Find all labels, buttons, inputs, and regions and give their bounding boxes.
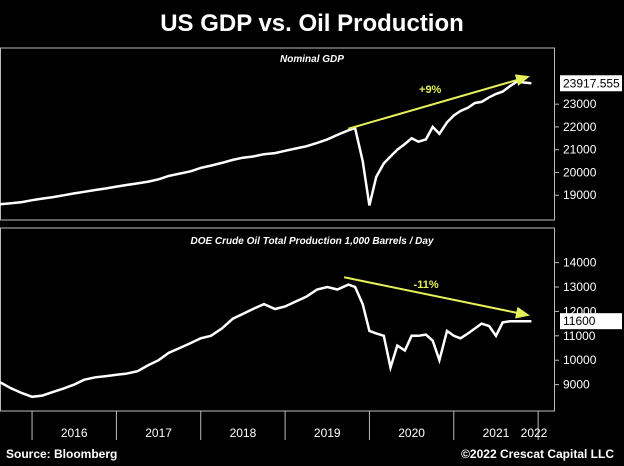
oil-change-annotation: -11% bbox=[414, 279, 439, 291]
copyright-note: ©2022 Crescat Capital LLC bbox=[461, 447, 614, 461]
oil-series-line bbox=[0, 283, 532, 399]
xtick-label: 2016 bbox=[61, 426, 88, 440]
oil-ytick-label: 9000 bbox=[563, 378, 590, 392]
oil-last-value-box: 11600 bbox=[560, 313, 622, 330]
oil-ytick-label: 14000 bbox=[563, 256, 597, 270]
xtick-label: 2021 bbox=[483, 426, 510, 440]
gdp-last-value-box: 23917.555 bbox=[560, 75, 622, 92]
gdp-panel-title: Nominal GDP bbox=[280, 54, 344, 65]
oil-trend-arrow bbox=[343, 276, 530, 319]
xtick-label: 2020 bbox=[398, 426, 425, 440]
xtick-label: 2018 bbox=[230, 426, 257, 440]
gdp-ytick-label: 22000 bbox=[563, 120, 597, 134]
source-note: Source: Bloomberg bbox=[6, 447, 118, 461]
xtick-label: 2017 bbox=[145, 426, 172, 440]
oil-panel-title: DOE Crude Oil Total Production 1,000 Bar… bbox=[190, 236, 433, 247]
oil-last-value-label: 11600 bbox=[563, 314, 596, 328]
oil-ytick-label: 10000 bbox=[563, 353, 597, 367]
gdp-trend-arrow bbox=[348, 74, 530, 130]
chart-title: US GDP vs. Oil Production bbox=[160, 10, 464, 37]
xtick-label: 2022 bbox=[521, 426, 548, 440]
gdp-last-value-label: 23917.555 bbox=[563, 76, 620, 90]
gdp-panel-frame bbox=[0, 47, 555, 221]
oil-ytick-label: 11000 bbox=[563, 329, 596, 343]
gdp-change-annotation: +9% bbox=[419, 84, 442, 96]
gdp-ytick-label: 21000 bbox=[563, 143, 597, 157]
gdp-ytick-label: 23000 bbox=[563, 97, 597, 111]
oil-panel-frame bbox=[0, 227, 555, 412]
gdp-series-line bbox=[0, 80, 532, 206]
xtick-label: 2019 bbox=[314, 426, 341, 440]
gdp-ytick-label: 20000 bbox=[563, 165, 597, 179]
oil-ytick-label: 13000 bbox=[563, 280, 597, 294]
gdp-ytick-label: 19000 bbox=[563, 188, 597, 202]
